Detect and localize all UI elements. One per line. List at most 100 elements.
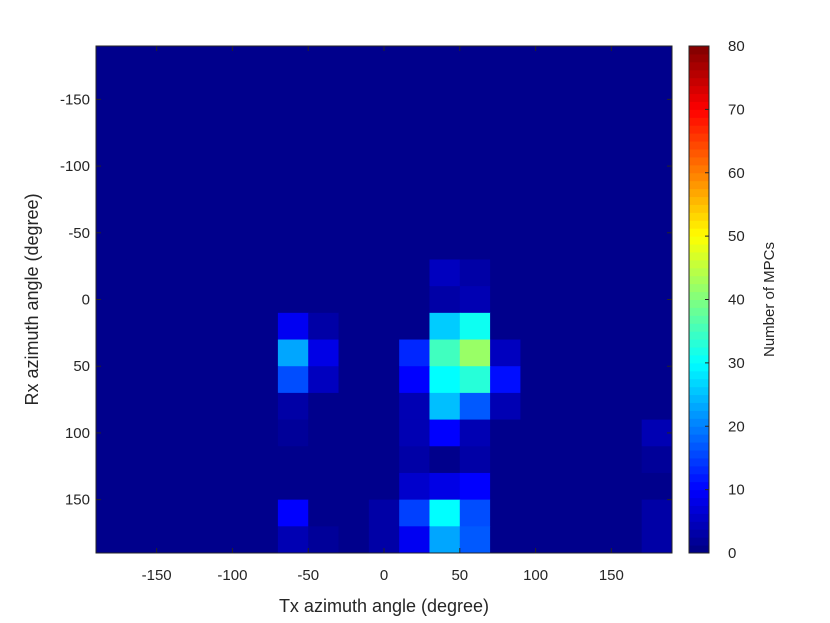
heatmap-cell [490, 99, 521, 127]
heatmap-cell [96, 392, 127, 421]
heatmap-cell [217, 72, 249, 100]
heatmap-cell [308, 72, 340, 100]
colorbar-segment [689, 362, 709, 372]
heatmap-cell [459, 179, 491, 207]
colorbar-segment [689, 442, 709, 451]
heatmap-cell [308, 446, 340, 474]
heatmap-cell [581, 179, 612, 207]
heatmap-cell [429, 152, 461, 180]
colorbar-segment [689, 307, 709, 316]
colorbar-tick-label: 0 [728, 545, 736, 562]
heatmap-cell [308, 312, 340, 341]
heatmap-cell [338, 232, 370, 260]
heatmap-cell [247, 339, 279, 367]
heatmap-cell [429, 99, 461, 127]
heatmap-cell [429, 206, 461, 234]
heatmap-cell [277, 232, 309, 260]
heatmap-cell [186, 392, 218, 421]
heatmap-cell [490, 419, 521, 447]
heatmap-cell [217, 232, 249, 260]
heatmap-cell [611, 286, 643, 314]
heatmap-cell [520, 72, 552, 100]
colorbar-segment [689, 402, 709, 411]
heatmap-cell [247, 366, 279, 394]
heatmap-cell [96, 126, 127, 154]
heatmap-cell [399, 286, 430, 314]
heatmap-cell [338, 179, 370, 207]
heatmap-cell [581, 232, 612, 260]
colorbar-segment [689, 53, 709, 63]
heatmap-cell [399, 46, 430, 74]
heatmap-cell [368, 472, 400, 501]
heatmap-cell [611, 366, 643, 394]
heatmap-cell [429, 526, 461, 554]
heatmap-cell [459, 232, 491, 260]
heatmap-cell [550, 526, 582, 554]
heatmap-cell [186, 259, 218, 287]
heatmap-cell [459, 526, 491, 554]
heatmap-cell [429, 339, 461, 367]
colorbar-segment [689, 378, 709, 388]
heatmap-cell [96, 499, 127, 527]
heatmap-cell [611, 152, 643, 180]
colorbar-segment [689, 117, 709, 126]
heatmap-cell [550, 446, 582, 474]
heatmap-cell [368, 232, 400, 260]
colorbar-segment [689, 354, 709, 364]
heatmap-cell [186, 152, 218, 180]
heatmap-cell [550, 152, 582, 180]
heatmap-cell [368, 312, 400, 341]
heatmap-cell [217, 99, 249, 127]
heatmap-cell [156, 152, 188, 180]
heatmap-cell [126, 446, 158, 474]
colorbar-segment [689, 529, 709, 538]
heatmap-cell [399, 232, 430, 260]
heatmap-cell [399, 419, 430, 447]
colorbar-segment [689, 196, 709, 205]
heatmap-cell [641, 46, 673, 74]
heatmap-cell [186, 446, 218, 474]
heatmap-cell [641, 499, 673, 527]
heatmap-cell [96, 46, 127, 74]
heatmap-cell [126, 152, 158, 180]
heatmap-cell [156, 446, 188, 474]
y-tick-label: -50 [68, 225, 90, 242]
heatmap-cell [611, 392, 643, 421]
colorbar-segment [689, 141, 709, 150]
heatmap-cell [338, 126, 370, 154]
heatmap-cell [126, 499, 158, 527]
heatmap-cell [126, 366, 158, 394]
heatmap-cell [611, 179, 643, 207]
heatmap-cell [277, 526, 309, 554]
colorbar-segment [689, 46, 709, 55]
x-axis-label: Tx azimuth angle (degree) [279, 596, 489, 616]
colorbar-segment [689, 537, 709, 546]
heatmap-cell [520, 446, 552, 474]
colorbar-segment [689, 394, 709, 403]
heatmap-cell [641, 366, 673, 394]
heatmap-cell [641, 339, 673, 367]
heatmap-cell [277, 419, 309, 447]
heatmap-cell [186, 206, 218, 234]
heatmap-cell [277, 72, 309, 100]
colorbar-segment [689, 275, 709, 285]
heatmap-cell [611, 499, 643, 527]
heatmap-cell [490, 526, 521, 554]
heatmap-cell [338, 286, 370, 314]
heatmap-cell [490, 179, 521, 207]
colorbar-segment [689, 125, 709, 134]
heatmap-cell [96, 446, 127, 474]
heatmap-cell [277, 499, 309, 527]
heatmap-cell [277, 286, 309, 314]
heatmap-cell [581, 499, 612, 527]
heatmap-cell [308, 419, 340, 447]
heatmap-cell [156, 286, 188, 314]
heatmap-cell [399, 366, 430, 394]
heatmap-cell [581, 46, 612, 74]
heatmap-cell [520, 152, 552, 180]
colorbar-segment [689, 61, 709, 71]
heatmap-cell [126, 339, 158, 367]
heatmap-cell [126, 72, 158, 100]
heatmap-cell [247, 499, 279, 527]
